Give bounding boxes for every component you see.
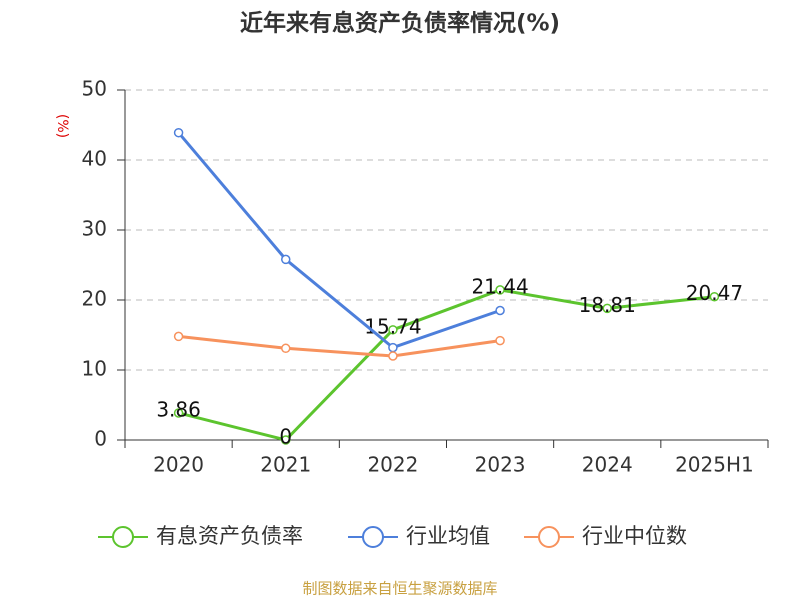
series-line bbox=[178, 334, 501, 358]
legend-label: 行业中位数 bbox=[582, 524, 687, 548]
data-point bbox=[602, 303, 612, 314]
legend-marker bbox=[362, 526, 384, 548]
legend-label: 行业均值 bbox=[406, 524, 490, 548]
chart-title: 近年来有息资产负债率情况(%) bbox=[240, 10, 560, 37]
x-tick-label: 2023 bbox=[475, 453, 526, 477]
source-note: 制图数据来自恒生聚源数据库 bbox=[302, 580, 497, 598]
data-label: 0 bbox=[279, 425, 292, 449]
data-point bbox=[281, 435, 291, 445]
data-point bbox=[388, 325, 398, 335]
data-point bbox=[173, 127, 184, 138]
data-point bbox=[709, 291, 720, 302]
y-tick-label: 20 bbox=[82, 287, 107, 311]
data-point bbox=[173, 331, 184, 342]
y-tick-label: 0 bbox=[94, 427, 107, 451]
data-point bbox=[495, 335, 505, 346]
y-axis-label: (%) bbox=[54, 114, 70, 138]
data-point bbox=[388, 351, 398, 361]
data-label: 15.74 bbox=[364, 314, 421, 338]
data-point bbox=[388, 342, 398, 353]
data-point bbox=[495, 285, 505, 295]
data-point bbox=[173, 408, 184, 418]
series-line bbox=[178, 288, 715, 442]
legend-marker bbox=[538, 526, 560, 548]
x-tick-label: 2020 bbox=[153, 453, 204, 477]
data-point bbox=[281, 254, 291, 265]
y-tick-label: 30 bbox=[82, 217, 107, 241]
legend-marker bbox=[112, 526, 134, 548]
data-label: 21.44 bbox=[471, 274, 528, 298]
series-line bbox=[177, 131, 501, 350]
y-tick-label: 40 bbox=[82, 147, 107, 171]
data-label: 20.47 bbox=[686, 281, 743, 305]
y-tick-label: 50 bbox=[82, 77, 107, 101]
data-label: 18.81 bbox=[579, 293, 636, 317]
x-tick-label: 2024 bbox=[582, 453, 633, 477]
y-tick-label: 10 bbox=[82, 357, 107, 381]
x-tick-label: 2025H1 bbox=[675, 453, 754, 477]
data-label: 3.86 bbox=[156, 397, 201, 421]
data-point bbox=[495, 305, 505, 316]
x-tick-label: 2022 bbox=[367, 453, 418, 477]
data-point bbox=[281, 343, 291, 354]
x-tick-label: 2021 bbox=[260, 453, 311, 477]
legend-label: 有息资产负债率 bbox=[156, 524, 303, 548]
